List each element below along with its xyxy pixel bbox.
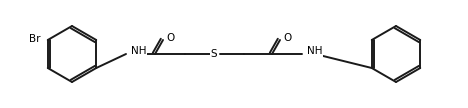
- Text: O: O: [166, 33, 174, 43]
- Text: NH: NH: [307, 46, 322, 56]
- Text: NH: NH: [131, 46, 146, 56]
- Text: O: O: [283, 33, 291, 43]
- Text: S: S: [211, 49, 217, 59]
- Text: Br: Br: [29, 34, 41, 44]
